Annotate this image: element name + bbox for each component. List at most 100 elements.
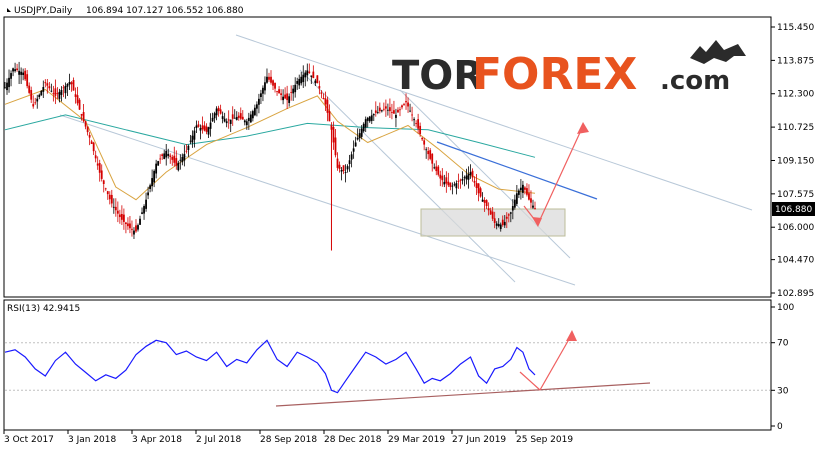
candle-body — [461, 178, 464, 181]
candle — [135, 219, 137, 233]
candle-body — [346, 166, 349, 170]
candle — [354, 136, 357, 147]
candle-body — [193, 130, 196, 140]
candle-body — [467, 173, 470, 180]
candle-body — [44, 82, 47, 84]
candle — [334, 128, 337, 158]
candle — [497, 218, 500, 228]
candle-body — [66, 83, 69, 87]
candle — [384, 99, 387, 117]
time-tick-label: 28 Sep 2018 — [260, 435, 317, 445]
candle — [227, 110, 230, 129]
ma-slow-line — [4, 114, 536, 158]
candle — [344, 164, 347, 183]
candle — [34, 97, 37, 105]
candle — [376, 105, 379, 115]
candle-body — [177, 162, 180, 171]
candle — [433, 163, 436, 170]
rsi-arrow-down — [519, 371, 541, 391]
candle-body — [108, 194, 111, 200]
candle-body — [76, 95, 79, 104]
candle — [435, 160, 438, 176]
candle-body — [201, 125, 204, 130]
candle — [133, 227, 135, 239]
time-tick-label: 3 Jan 2018 — [68, 435, 116, 445]
candle-body — [199, 128, 202, 131]
candle — [455, 180, 458, 195]
candle-body — [294, 84, 297, 93]
candle — [447, 172, 450, 188]
inner-channel-line-a — [299, 69, 516, 283]
candle-body — [153, 170, 156, 183]
arrowhead-down-icon — [532, 217, 542, 227]
candle-body — [104, 188, 107, 190]
candle — [251, 109, 254, 122]
candle — [171, 154, 174, 166]
candle-body — [487, 208, 490, 211]
resistance-trend-line — [436, 141, 598, 200]
candle-body — [534, 208, 536, 209]
rsi-support-trend-line — [275, 382, 651, 407]
candle-body — [62, 87, 65, 89]
symbol-dropdown-icon[interactable] — [7, 8, 11, 12]
candle — [524, 186, 526, 195]
candle — [127, 217, 129, 230]
price-tick-label: 102.895 — [777, 289, 814, 299]
candle-body — [6, 82, 8, 91]
candle — [322, 93, 325, 100]
time-tick-label: 28 Dec 2018 — [324, 435, 382, 445]
candle — [161, 153, 164, 160]
candle — [417, 113, 420, 134]
candle — [368, 115, 371, 123]
candle-body — [360, 128, 363, 137]
candle — [141, 207, 143, 215]
candle-body — [443, 181, 446, 185]
candle — [104, 187, 107, 191]
candle — [278, 86, 280, 94]
candle — [169, 153, 172, 164]
candle-body — [511, 206, 514, 211]
candle — [491, 206, 494, 222]
candle — [360, 125, 363, 140]
bull-bear-icon — [690, 40, 746, 64]
candle-body — [447, 181, 450, 186]
candle — [308, 63, 311, 74]
candle — [6, 78, 8, 95]
candle-body — [526, 188, 528, 195]
rsi-axis: 100 70 30 0 — [771, 303, 794, 432]
candle-body — [260, 93, 262, 98]
candle — [102, 179, 105, 193]
candle — [302, 65, 305, 88]
candle — [445, 171, 448, 193]
candle-body — [106, 191, 109, 195]
candle — [229, 119, 232, 132]
candle — [88, 132, 91, 146]
candle-body — [431, 153, 434, 164]
candle-body — [40, 90, 43, 96]
candle-body — [435, 166, 438, 172]
candle-body — [298, 78, 301, 86]
candle-body — [530, 198, 532, 203]
candle — [481, 192, 484, 202]
candle — [443, 174, 446, 188]
candle-body — [399, 109, 401, 111]
candle — [260, 89, 262, 105]
candle — [380, 109, 383, 113]
candle — [391, 103, 393, 120]
candle — [30, 86, 33, 104]
candle — [328, 104, 331, 122]
candle — [280, 89, 282, 101]
candle-body — [145, 199, 147, 209]
candle — [94, 150, 97, 163]
candle-body — [338, 164, 341, 169]
chart-header: USDJPY,Daily 106.894 107.127 106.552 106… — [7, 6, 244, 16]
candle-body — [282, 96, 284, 101]
candles-group — [4, 61, 536, 251]
candle — [495, 221, 498, 230]
candle-body — [308, 71, 311, 73]
candle — [129, 216, 131, 234]
candle-body — [205, 126, 208, 132]
candle — [125, 221, 127, 234]
candle — [191, 130, 194, 148]
candle-body — [328, 111, 331, 122]
